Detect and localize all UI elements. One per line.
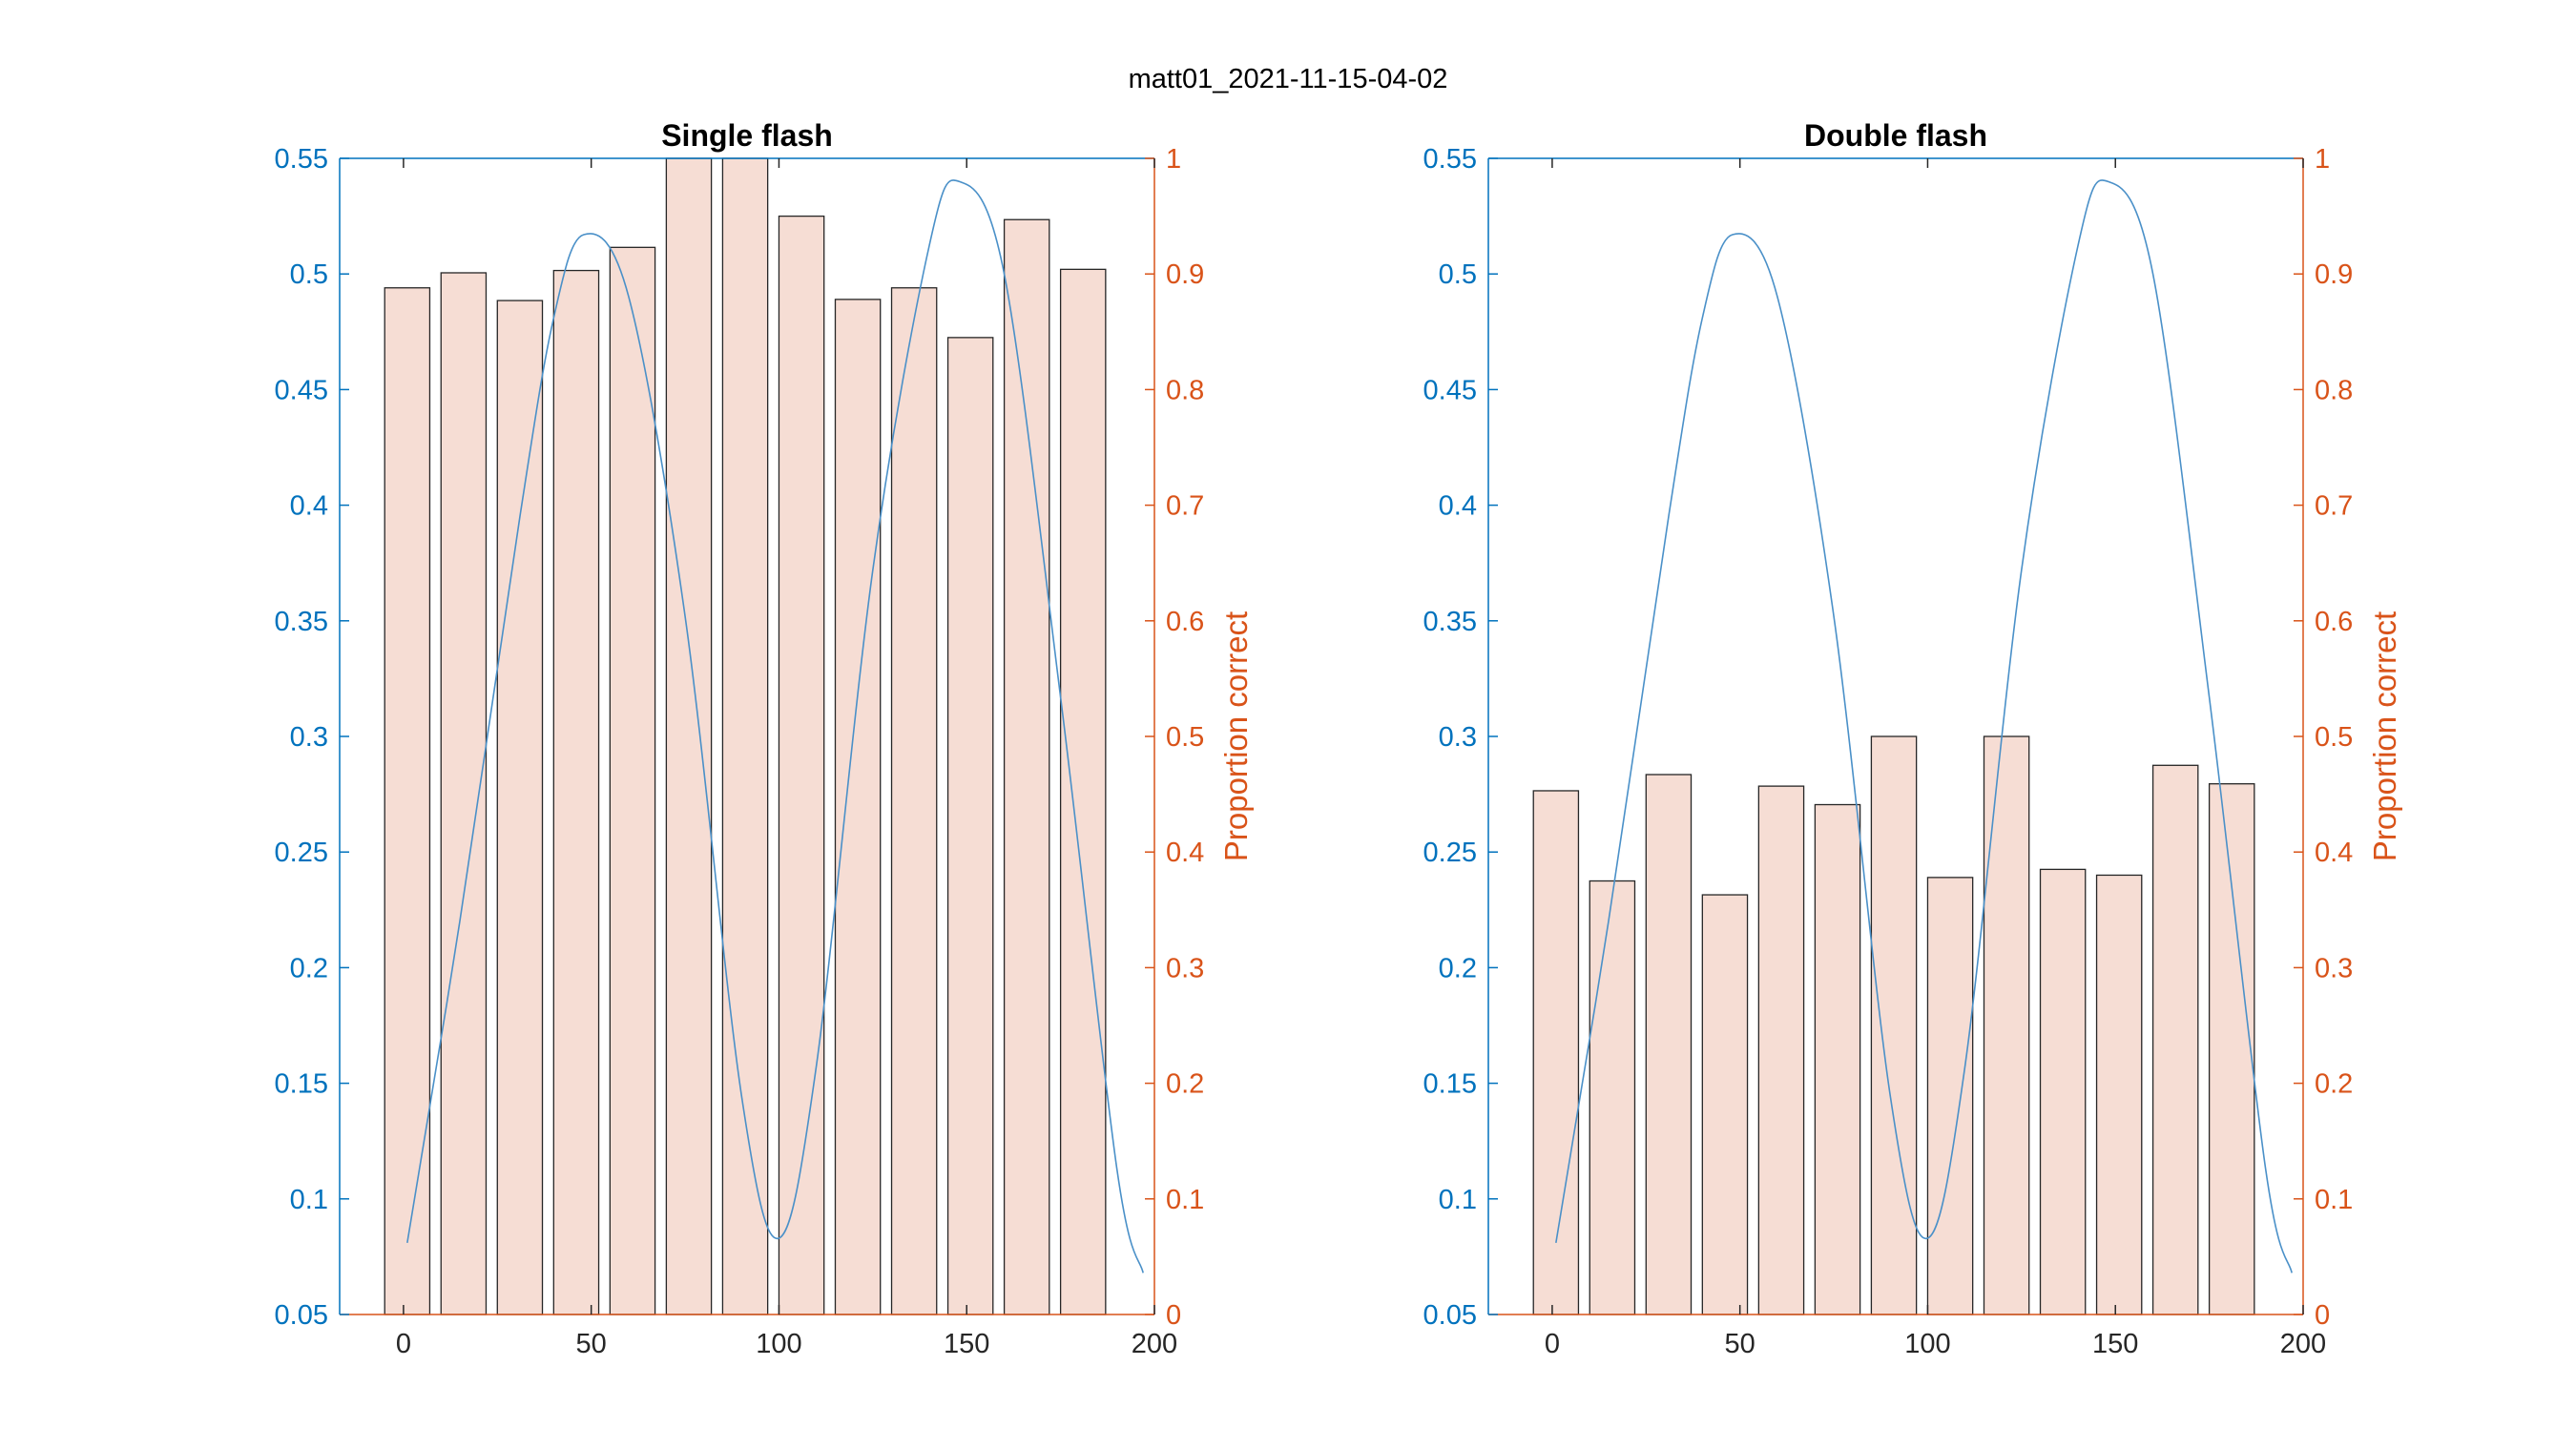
double-flash-bar bbox=[2039, 868, 2087, 1315]
double-flash-x-tick-label: 50 bbox=[1725, 1329, 1755, 1359]
double-flash-right-tick-label: 0.9 bbox=[2315, 259, 2353, 290]
double-flash-bar bbox=[1757, 785, 1805, 1315]
double-flash-left-tick-label: 0.5 bbox=[1439, 259, 1477, 290]
double-flash-bar bbox=[2208, 783, 2255, 1315]
single-flash-right-tick-label: 0.9 bbox=[1166, 259, 1204, 290]
single-flash-left-tick-label: 0.35 bbox=[275, 607, 328, 637]
double-flash-left-tick-label: 0.25 bbox=[1423, 838, 1477, 868]
double-flash-right-tick-label: 0 bbox=[2315, 1300, 2330, 1331]
single-flash-left-tick-label: 0.3 bbox=[290, 722, 328, 753]
single-flash-left-tick-label: 0.45 bbox=[275, 375, 328, 405]
double-flash-x-tick-label: 100 bbox=[1904, 1329, 1950, 1359]
single-flash-right-tick-label: 0.8 bbox=[1166, 375, 1204, 405]
single-flash-left-tick-label: 0.2 bbox=[290, 953, 328, 983]
single-flash-right-tick-label: 0.6 bbox=[1166, 607, 1204, 637]
single-flash-left-tick-label: 0.15 bbox=[275, 1069, 328, 1100]
single-flash-title: Single flash bbox=[661, 118, 833, 153]
double-flash-right-tick-label: 0.7 bbox=[2315, 491, 2353, 522]
double-flash-right-tick-label: 0.3 bbox=[2315, 953, 2353, 983]
double-flash-curve bbox=[1555, 179, 2293, 1273]
single-flash-bar bbox=[721, 157, 769, 1315]
double-flash-left-tick-label: 0.05 bbox=[1423, 1300, 1477, 1331]
single-flash-bar bbox=[1059, 268, 1107, 1315]
double-flash-bar bbox=[1589, 880, 1636, 1315]
double-flash-left-tick-label: 0.45 bbox=[1423, 375, 1477, 405]
double-flash-right-axis-label: Proportion correct bbox=[2367, 611, 2402, 861]
single-flash-x-tick-label: 150 bbox=[944, 1329, 989, 1359]
double-flash-x-tick-label: 0 bbox=[1545, 1329, 1560, 1359]
single-flash-bar bbox=[1003, 218, 1050, 1315]
double-flash-bar bbox=[1983, 735, 2030, 1315]
single-flash-bar bbox=[946, 337, 994, 1315]
single-flash-right-tick-label: 0.5 bbox=[1166, 722, 1204, 753]
single-flash-bar bbox=[890, 287, 938, 1315]
double-flash-x-tick-label: 200 bbox=[2280, 1329, 2326, 1359]
single-flash-left-tick-label: 0.5 bbox=[290, 259, 328, 290]
single-flash-bar bbox=[552, 269, 600, 1315]
double-flash-bar bbox=[1532, 790, 1580, 1315]
double-flash-left-tick-label: 0.4 bbox=[1439, 491, 1477, 522]
single-flash-curve bbox=[406, 179, 1144, 1273]
double-flash-bar bbox=[1645, 774, 1693, 1315]
single-flash-left-tick-label: 0.55 bbox=[275, 144, 328, 175]
single-flash-right-tick-label: 1 bbox=[1166, 144, 1181, 175]
single-flash-x-tick-label: 200 bbox=[1132, 1329, 1177, 1359]
double-flash-bar bbox=[2151, 764, 2199, 1315]
single-flash-panel: 0.050.10.150.20.250.30.350.40.450.50.550… bbox=[275, 118, 1254, 1359]
single-flash-x-tick-label: 100 bbox=[756, 1329, 801, 1359]
single-flash-right-axis-label: Proportion correct bbox=[1218, 611, 1254, 861]
double-flash-left-tick-label: 0.35 bbox=[1423, 607, 1477, 637]
double-flash-right-tick-label: 0.4 bbox=[2315, 838, 2353, 868]
double-flash-bar bbox=[2095, 874, 2143, 1315]
single-flash-left-tick-label: 0.25 bbox=[275, 838, 328, 868]
double-flash-left-tick-label: 0.3 bbox=[1439, 722, 1477, 753]
single-flash-x-tick-label: 50 bbox=[576, 1329, 607, 1359]
double-flash-x-tick-label: 150 bbox=[2092, 1329, 2138, 1359]
double-flash-right-tick-label: 0.5 bbox=[2315, 722, 2353, 753]
single-flash-bar bbox=[834, 299, 882, 1315]
single-flash-right-tick-label: 0 bbox=[1166, 1300, 1181, 1331]
single-flash-right-tick-label: 0.4 bbox=[1166, 838, 1204, 868]
single-flash-right-tick-label: 0.3 bbox=[1166, 953, 1204, 983]
single-flash-bar bbox=[778, 215, 825, 1315]
double-flash-right-tick-label: 0.2 bbox=[2315, 1069, 2353, 1100]
single-flash-left-tick-label: 0.4 bbox=[290, 491, 328, 522]
single-flash-bar bbox=[384, 287, 431, 1315]
double-flash-right-tick-label: 0.8 bbox=[2315, 375, 2353, 405]
single-flash-right-tick-label: 0.2 bbox=[1166, 1069, 1204, 1100]
double-flash-bar bbox=[1926, 877, 1974, 1315]
single-flash-left-tick-label: 0.1 bbox=[290, 1185, 328, 1215]
double-flash-bar bbox=[1814, 803, 1861, 1315]
double-flash-left-tick-label: 0.1 bbox=[1439, 1185, 1477, 1215]
double-flash-panel: 0.050.10.150.20.250.30.350.40.450.50.550… bbox=[1423, 118, 2402, 1359]
double-flash-left-tick-label: 0.55 bbox=[1423, 144, 1477, 175]
single-flash-bar bbox=[496, 300, 544, 1315]
figure-title: matt01_2021-11-15-04-02 bbox=[1129, 64, 1448, 94]
single-flash-bar bbox=[609, 246, 656, 1315]
double-flash-bar bbox=[1701, 894, 1749, 1315]
double-flash-left-tick-label: 0.2 bbox=[1439, 953, 1477, 983]
double-flash-bar bbox=[1870, 735, 1918, 1315]
double-flash-title: Double flash bbox=[1804, 118, 1987, 153]
double-flash-right-tick-label: 0.6 bbox=[2315, 607, 2353, 637]
single-flash-left-tick-label: 0.05 bbox=[275, 1300, 328, 1331]
double-flash-left-tick-label: 0.15 bbox=[1423, 1069, 1477, 1100]
single-flash-x-tick-label: 0 bbox=[396, 1329, 411, 1359]
double-flash-right-tick-label: 1 bbox=[2315, 144, 2330, 175]
single-flash-right-tick-label: 0.1 bbox=[1166, 1185, 1204, 1215]
double-flash-right-tick-label: 0.1 bbox=[2315, 1185, 2353, 1215]
single-flash-right-tick-label: 0.7 bbox=[1166, 491, 1204, 522]
single-flash-bar bbox=[665, 157, 713, 1315]
